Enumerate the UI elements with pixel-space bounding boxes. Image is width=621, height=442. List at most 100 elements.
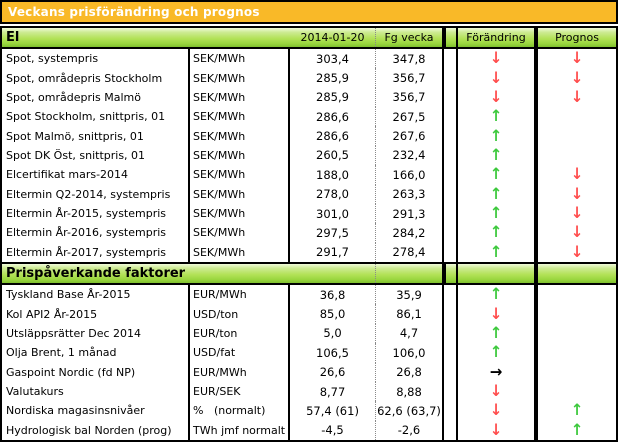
row-unit: SEK/MWh — [190, 242, 290, 262]
table-row: Spot Malmö, snittpris, 01 SEK/MWh 286,6 267… — [2, 126, 616, 146]
up-arrow-icon: ↑ — [489, 285, 503, 304]
down-arrow-icon: ↓ — [489, 49, 503, 68]
column-gap — [444, 324, 456, 343]
previous-value: 8,88 — [376, 381, 444, 402]
column-gap — [444, 363, 456, 382]
table-row: Spot, systempris SEK/MWh 303,4 347,8 ↓ ↓ — [2, 49, 616, 69]
row-unit: EUR/MWh — [190, 285, 290, 305]
previous-value: 232,4 — [376, 145, 444, 166]
forecast-cell: ↓ — [538, 88, 616, 107]
current-value: 301,0 — [290, 203, 376, 224]
up-arrow-icon: ↑ — [489, 242, 503, 262]
table-row: Gaspoint Nordic (fd NP) EUR/MWh 26,6 26,8 → — [2, 362, 616, 382]
up-arrow-icon: ↑ — [489, 145, 503, 165]
forecast-cell: ↓ — [538, 185, 616, 204]
row-unit: USD/fat — [190, 343, 290, 363]
current-value: 297,5 — [290, 223, 376, 243]
column-gap — [444, 28, 456, 47]
column-gap — [444, 185, 456, 204]
change-cell: ↑ — [456, 242, 538, 262]
previous-value: 35,9 — [376, 285, 444, 305]
change-cell: ↑ — [456, 223, 538, 243]
table-row: Spot DK Öst, snittpris, 01 SEK/MWh 260,5 23… — [2, 145, 616, 166]
previous-value: 166,0 — [376, 165, 444, 185]
down-arrow-icon: ↓ — [570, 49, 584, 68]
down-arrow-icon: ↓ — [570, 165, 584, 184]
section-title-factors: Prispåverkande faktorer — [6, 266, 186, 281]
column-gap — [444, 382, 456, 401]
change-cell: ↑ — [456, 126, 538, 146]
previous-value: 356,7 — [376, 87, 444, 108]
row-unit: SEK/MWh — [190, 87, 290, 108]
column-gap — [444, 146, 456, 165]
column-gap — [444, 343, 456, 362]
current-value: 291,7 — [290, 242, 376, 262]
row-label: Nordiska magasinsnivåer — [2, 401, 190, 421]
current-value: 188,0 — [290, 165, 376, 185]
report-title-bar: Veckans prisförändring och prognos — [0, 0, 618, 24]
table-row: Hydrologisk bal Norden (prog) TWh jmf nor… — [2, 420, 616, 440]
band-spacer — [376, 264, 444, 283]
row-label: Olja Brent, 1 månad — [2, 343, 190, 363]
change-cell: ↑ — [456, 145, 538, 166]
current-value: 285,9 — [290, 87, 376, 108]
previous-value: 278,4 — [376, 242, 444, 262]
el-rows: Spot, systempris SEK/MWh 303,4 347,8 ↓ ↓ Spot,… — [2, 49, 616, 262]
row-label: Eltermin År-2016, systempris — [2, 223, 190, 243]
up-arrow-icon: ↑ — [489, 343, 503, 362]
change-cell: → — [456, 362, 538, 382]
change-cell: ↓ — [456, 68, 538, 88]
table-row: Nordiska magasinsnivåer% (normalt) 57,4 (… — [2, 401, 616, 421]
up-arrow-icon: ↑ — [489, 203, 503, 223]
change-cell: ↑ — [456, 285, 538, 305]
column-header-change: Förändring — [456, 28, 538, 47]
forecast-cell: ↓ — [538, 223, 616, 242]
current-value: 85,0 — [290, 304, 376, 324]
table-row: Utsläppsrätter Dec 2014 EUR/ton 5,0 4,7 ↑ — [2, 323, 616, 344]
column-gap — [444, 421, 456, 440]
column-gap — [444, 223, 456, 242]
price-table: El 2014-01-20 Fg vecka Förändring Progno… — [0, 26, 618, 442]
up-arrow-icon: ↑ — [489, 184, 503, 204]
forecast-cell: ↓ — [538, 49, 616, 68]
row-unit: SEK/MWh — [190, 68, 290, 88]
previous-value: 26,8 — [376, 362, 444, 382]
table-row: Spot Stockholm, snittpris, 01 SEK/MWh 286,… — [2, 107, 616, 127]
change-cell: ↓ — [456, 49, 538, 69]
up-arrow-icon: ↑ — [489, 107, 503, 126]
previous-value: 4,7 — [376, 323, 444, 344]
change-cell: ↑ — [456, 343, 538, 363]
previous-value: 263,3 — [376, 184, 444, 204]
row-label: Gaspoint Nordic (fd NP) — [2, 362, 190, 382]
row-unit: SEK/MWh — [190, 184, 290, 204]
down-arrow-icon: ↓ — [489, 68, 503, 87]
up-arrow-icon: ↑ — [570, 401, 584, 420]
table-row: Tyskland Base År-2015 EUR/MWh 36,8 35,9 ↑ — [2, 285, 616, 305]
table-row: Valutakurs EUR/SEK 8,77 8,88 ↓ — [2, 381, 616, 402]
row-label: Spot, områdepris Malmö — [2, 87, 190, 108]
forecast-cell: ↓ — [538, 68, 616, 87]
current-value: 8,77 — [290, 381, 376, 402]
row-unit: SEK/MWh — [190, 126, 290, 146]
table-row: Spot, områdepris Malmö SEK/MWh 285,9 356,7 ↓… — [2, 87, 616, 108]
row-label: Eltermin År-2017, systempris — [2, 242, 190, 262]
column-gap — [444, 126, 456, 145]
table-row: Eltermin År-2016, systempris SEK/MWh 297,5… — [2, 223, 616, 243]
up-arrow-icon: ↑ — [489, 223, 503, 242]
column-gap — [444, 264, 456, 283]
current-value: 303,4 — [290, 49, 376, 69]
row-label: Valutakurs — [2, 381, 190, 402]
forecast-cell — [538, 304, 616, 323]
previous-value: 356,7 — [376, 68, 444, 88]
forecast-cell — [538, 343, 616, 362]
row-unit: SEK/MWh — [190, 165, 290, 185]
row-unit: SEK/MWh — [190, 107, 290, 127]
column-gap — [444, 304, 456, 323]
current-value: -4,5 — [290, 420, 376, 440]
down-arrow-icon: ↓ — [570, 87, 584, 107]
right-arrow-icon: → — [489, 362, 503, 382]
current-value: 260,5 — [290, 145, 376, 166]
row-label: Utsläppsrätter Dec 2014 — [2, 323, 190, 344]
row-unit: EUR/ton — [190, 323, 290, 344]
current-value: 57,4 (61) — [290, 401, 376, 421]
